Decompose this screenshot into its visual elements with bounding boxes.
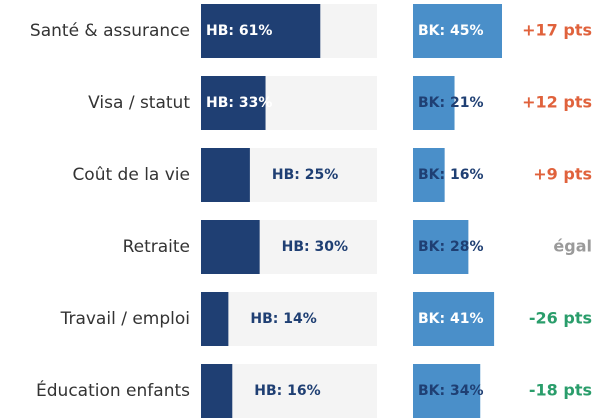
value-label: BK: 16%	[418, 167, 484, 183]
value-label: BK: 34%	[418, 383, 484, 399]
category-label: Retraite	[123, 237, 190, 257]
bar	[201, 4, 321, 58]
bar	[413, 4, 502, 58]
bar	[413, 292, 495, 346]
difference-label: +9 pts	[533, 165, 592, 184]
bar	[201, 292, 229, 346]
bar	[201, 148, 250, 202]
value-label: HB: 25%	[272, 167, 338, 183]
bar	[413, 148, 445, 202]
bar	[201, 220, 260, 274]
category-label: Éducation enfants	[36, 379, 190, 401]
difference-label: égal	[553, 237, 592, 256]
value-label: BK: 21%	[418, 95, 484, 111]
value-label: HB: 33%	[206, 95, 272, 111]
difference-label: +17 pts	[522, 21, 592, 40]
value-label: HB: 30%	[282, 239, 348, 255]
difference-label: -26 pts	[529, 309, 592, 328]
bar-track	[201, 292, 377, 346]
category-label: Coût de la vie	[72, 165, 190, 185]
value-label: HB: 61%	[206, 23, 272, 39]
category-label: Santé & assurance	[30, 21, 190, 41]
difference-label: -18 pts	[529, 381, 592, 400]
category-label: Travail / emploi	[60, 309, 190, 329]
bar	[413, 364, 481, 418]
difference-label: +12 pts	[522, 93, 592, 112]
value-label: BK: 45%	[418, 23, 484, 39]
bar	[201, 364, 233, 418]
value-label: BK: 28%	[418, 239, 484, 255]
category-label: Visa / statut	[88, 93, 190, 113]
bar	[201, 76, 266, 130]
bar	[413, 76, 455, 130]
bar	[413, 220, 469, 274]
value-label: HB: 14%	[250, 311, 316, 327]
value-label: HB: 16%	[254, 383, 320, 399]
value-label: BK: 41%	[418, 311, 484, 327]
